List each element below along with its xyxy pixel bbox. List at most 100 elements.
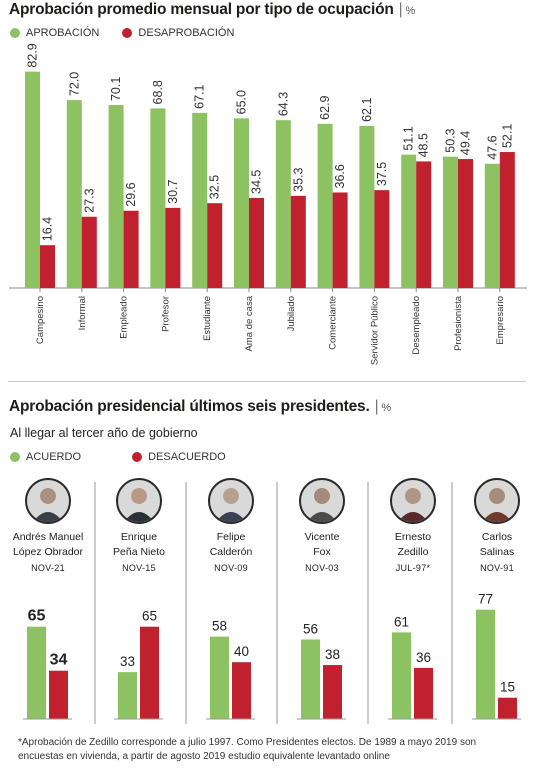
president-name-line1: Ernesto [394,531,432,543]
presidents-chart-unit: % [381,402,392,414]
president-name: Vicente Fox [279,530,365,560]
value-label-approve: 62.9 [318,95,332,119]
category-label: Campesino [35,296,46,344]
title-separator: | [398,1,403,18]
bar-disapprove [123,210,139,288]
president-name: Carlos Salinas [454,530,536,560]
value-label-agree: 77 [478,592,493,607]
value-label-disapprove: 52.1 [500,124,514,148]
presidents-chart-subtitle: Al llegar al tercer año de gobierno [10,426,198,440]
footnote: *Aprobación de Zedillo corresponde a jul… [18,737,477,762]
value-label-approve: 47.6 [485,135,499,159]
president-date: NOV-21 [31,563,65,573]
president-photo-icon [474,478,520,524]
section-divider [8,381,526,382]
president-name-line2: Calderón [209,546,253,558]
category-label: Informal [77,296,88,330]
bar-disapprove [207,203,223,288]
value-label-disapprove: 35.3 [291,167,305,191]
category-label: Desempleado [411,296,422,355]
category-label: Comerciante [328,296,339,350]
president-name-line2: Salinas [479,546,515,558]
value-label-disagree: 38 [325,647,340,662]
value-label-disagree: 34 [50,652,68,669]
legend-item-approve: APROBACIÓN [10,27,99,39]
president-card-calderon: Felipe Calderón NOV-09 [188,478,274,574]
value-label-approve: 50.3 [444,128,458,152]
president-date: NOV-15 [122,563,156,573]
value-label-disapprove: 32.5 [208,175,222,199]
value-label-approve: 62.1 [360,98,374,122]
president-card-salinas: Carlos Salinas NOV-91 [454,478,536,574]
legend-approve-swatch [10,28,20,38]
value-label-approve: 64.3 [276,92,290,116]
president-date: NOV-91 [480,563,514,573]
legend-disapprove-swatch [122,28,133,38]
occupation-bar-chart: 82.9 16.4 Campesino 72.0 27.3 Informal 70.1 29.… [9,43,527,365]
value-label-approve: 68.8 [151,80,165,104]
legend-item-agree: ACUERDO [10,451,81,463]
bar-disapprove [332,192,348,288]
bar-agree [392,632,411,719]
legend-item-disapprove: DESAPROBACIÓN [122,27,234,39]
president-photo-icon [116,478,162,524]
category-label: Profesionista [453,295,464,351]
category-label: Ama de casa [244,295,255,351]
bar-agree [476,609,495,719]
bar-disagree [140,626,159,719]
bar-agree [301,639,320,719]
president-name: Felipe Calderón [188,530,274,560]
bar-approve [150,108,166,288]
value-label-approve: 67.1 [193,84,207,108]
president-date: NOV-03 [305,563,339,573]
president-card-fox: Vicente Fox NOV-03 [279,478,365,574]
bar-disapprove [374,190,390,288]
value-label-agree: 33 [120,654,135,669]
value-label-disagree: 65 [142,609,157,624]
bar-disapprove [249,197,264,288]
category-label: Profesor [160,296,171,332]
president-name-line1: Felipe [216,531,246,543]
legend-disapprove-label: DESAPROBACIÓN [138,27,235,39]
legend-approve-label: APROBACIÓN [26,27,100,39]
value-label-agree: 61 [394,614,409,629]
bar-approve [359,125,375,288]
bar-disapprove [165,207,181,288]
presidents-chart-legend: ACUERDO DESACUERDO [10,451,246,465]
bar-approve [275,120,291,288]
value-label-disapprove: 27.3 [82,188,96,212]
category-label: Empleado [119,296,130,339]
president-name-line1: Enrique [120,531,158,543]
occupation-chart-title: Aprobación promedio mensual por tipo de … [9,1,415,19]
president-name-line2: Peña Nieto [113,546,165,558]
bar-approve [234,118,249,288]
bar-approve [25,71,40,288]
bar-agree [210,636,229,719]
occupation-chart-legend: APROBACIÓN DESAPROBACIÓN [10,27,254,41]
bar-approve [484,163,500,288]
value-label-disapprove: 34.5 [250,170,264,194]
bar-approve [66,100,82,288]
president-name-line2: Fox [313,546,331,558]
value-label-disapprove: 36.6 [333,164,347,188]
bar-disagree [498,697,517,719]
president-name: Enrique Peña Nieto [96,530,182,560]
value-label-disapprove: 49.4 [459,131,473,155]
value-label-approve: 72.0 [67,72,81,96]
president-name-line1: Andrés Manuel [12,531,84,543]
value-label-agree: 65 [28,608,46,625]
value-label-disagree: 15 [500,680,515,695]
occupation-chart-title-text: Aprobación promedio mensual por tipo de … [9,1,394,18]
value-label-approve: 65.0 [235,90,249,114]
president-name-line2: López Obrador [12,546,84,558]
bar-approve [108,105,124,288]
president-card-pena-nieto: Enrique Peña Nieto NOV-15 [96,478,182,574]
bar-agree [27,626,46,719]
bar-approve [443,156,458,288]
president-date: JUL-97* [395,563,431,573]
president-photo-icon [208,478,254,524]
bar-disapprove [40,245,55,288]
occupation-chart-unit: % [405,5,416,17]
president-name-line2: Zedillo [397,546,429,558]
bar-disapprove [290,195,306,288]
